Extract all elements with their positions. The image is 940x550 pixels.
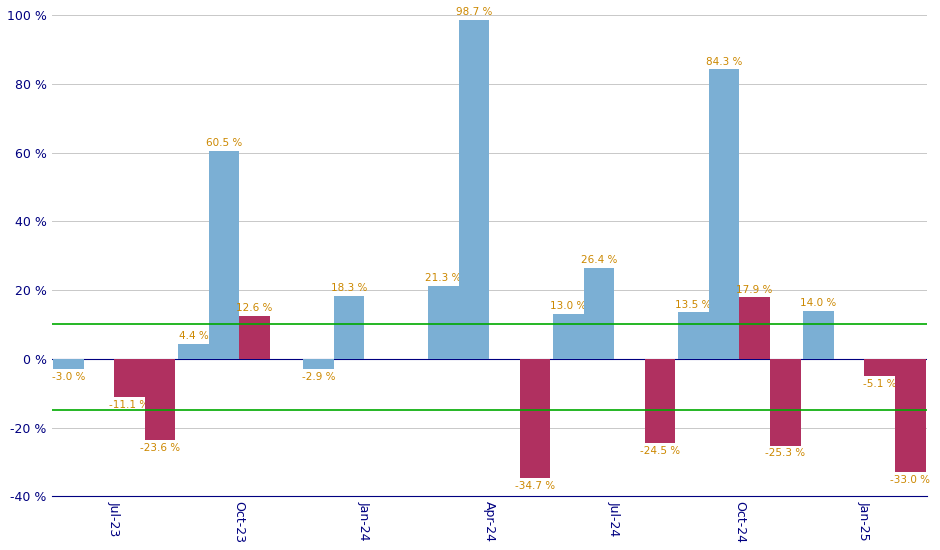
Text: 98.7 %: 98.7 %	[456, 7, 493, 17]
Text: -3.0 %: -3.0 %	[52, 372, 85, 382]
Bar	[114, 359, 145, 397]
Bar	[770, 359, 801, 446]
Bar	[145, 359, 176, 440]
Bar	[429, 285, 459, 359]
Bar	[240, 316, 270, 359]
Text: 12.6 %: 12.6 %	[236, 303, 273, 313]
Text: 60.5 %: 60.5 %	[206, 139, 243, 148]
Text: 13.5 %: 13.5 %	[675, 300, 712, 310]
Bar	[865, 359, 895, 376]
Bar	[740, 298, 770, 359]
Bar	[209, 151, 240, 359]
Text: -11.1 %: -11.1 %	[109, 400, 149, 410]
Text: 84.3 %: 84.3 %	[706, 57, 743, 67]
Bar	[520, 359, 551, 478]
Bar	[459, 20, 490, 359]
Text: 21.3 %: 21.3 %	[425, 273, 462, 283]
Text: -5.1 %: -5.1 %	[863, 379, 897, 389]
Text: 14.0 %: 14.0 %	[801, 298, 837, 308]
Bar	[804, 311, 834, 359]
Text: 26.4 %: 26.4 %	[581, 255, 618, 266]
Bar	[645, 359, 676, 443]
Bar	[679, 312, 709, 359]
Text: 4.4 %: 4.4 %	[179, 331, 209, 341]
Bar	[584, 268, 615, 359]
Bar	[554, 314, 584, 359]
Text: 18.3 %: 18.3 %	[331, 283, 368, 293]
Text: -23.6 %: -23.6 %	[140, 443, 180, 453]
Text: -34.7 %: -34.7 %	[515, 481, 556, 491]
Text: 13.0 %: 13.0 %	[551, 301, 587, 311]
Text: -2.9 %: -2.9 %	[302, 372, 336, 382]
Bar	[53, 359, 84, 369]
Bar	[895, 359, 926, 472]
Text: -33.0 %: -33.0 %	[890, 475, 931, 485]
Bar	[709, 69, 740, 359]
Text: 17.9 %: 17.9 %	[736, 284, 773, 295]
Bar	[303, 359, 334, 369]
Bar	[334, 296, 365, 359]
Bar	[178, 344, 209, 359]
Text: -24.5 %: -24.5 %	[640, 446, 681, 456]
Text: -25.3 %: -25.3 %	[765, 448, 806, 459]
